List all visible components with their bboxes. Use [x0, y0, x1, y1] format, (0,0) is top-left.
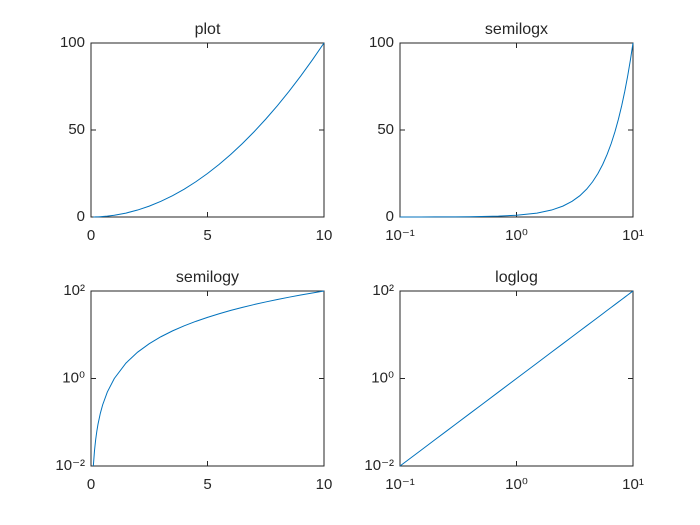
data-line [399, 290, 634, 467]
subplot-title: semilogy [176, 269, 239, 286]
y-tick-label: 10⁻² [364, 457, 394, 474]
y-tick-label: 50 [377, 121, 394, 138]
y-tick-label: 100 [369, 34, 394, 51]
x-tick-label: 10⁰ [505, 227, 528, 244]
axes-box [90, 290, 325, 467]
y-tick-label: 10² [63, 282, 85, 299]
x-tick-label: 10⁻¹ [385, 476, 415, 493]
y-tick-label: 10⁰ [371, 369, 394, 386]
data-line [93, 42, 325, 218]
y-tick-label: 0 [77, 208, 85, 225]
y-tick-label: 10² [372, 282, 394, 299]
x-tick-label: 10⁰ [505, 476, 528, 493]
y-tick-label: 100 [60, 34, 85, 51]
axes-box [90, 42, 325, 218]
y-tick-label: 10⁻² [55, 457, 85, 474]
data-line [92, 290, 325, 467]
y-tick-label: 10⁰ [62, 369, 85, 386]
x-tick-label: 0 [87, 227, 95, 244]
x-tick-label: 0 [87, 476, 95, 493]
x-tick-label: 10¹ [622, 227, 644, 244]
subplot-title: loglog [495, 269, 538, 286]
x-tick-label: 10⁻¹ [385, 227, 415, 244]
subplot-title: plot [195, 21, 221, 38]
x-tick-label: 10¹ [622, 476, 644, 493]
y-tick-label: 50 [68, 121, 85, 138]
subplot-title: semilogx [485, 21, 548, 38]
x-tick-label: 10 [316, 227, 333, 244]
x-tick-label: 10 [316, 476, 333, 493]
data-line [399, 42, 634, 218]
axes-box [399, 42, 634, 218]
x-tick-label: 5 [203, 476, 211, 493]
y-tick-label: 0 [386, 208, 394, 225]
x-tick-label: 5 [203, 227, 211, 244]
